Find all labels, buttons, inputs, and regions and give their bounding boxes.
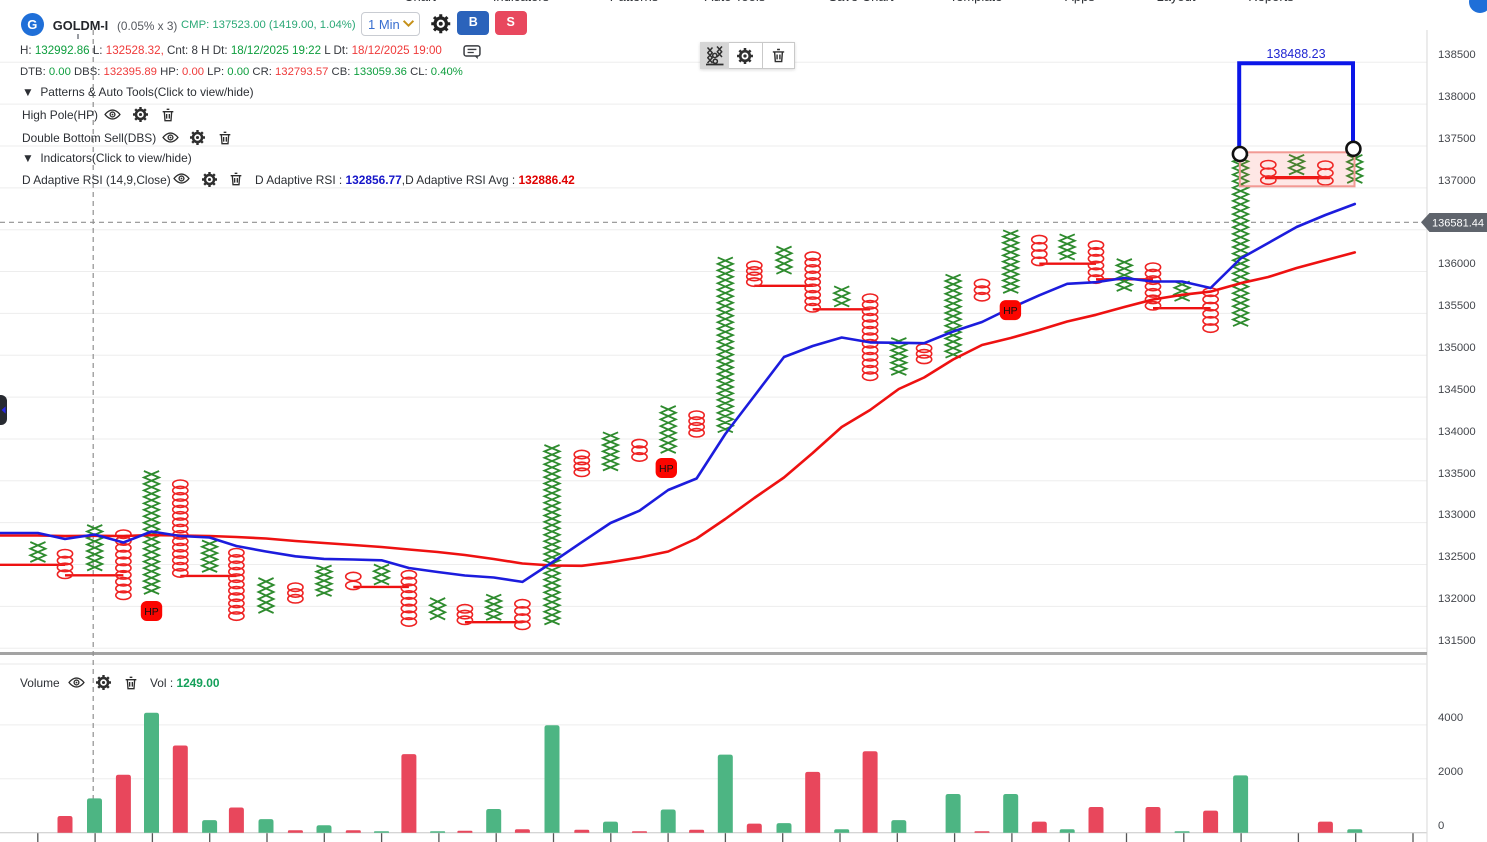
svg-text:138488.23: 138488.23	[1266, 47, 1325, 61]
svg-text:HP: HP	[1003, 305, 1018, 317]
svg-text:136581.44: 136581.44	[1432, 218, 1484, 230]
svg-text:HP: HP	[144, 606, 159, 618]
svg-text:HP: HP	[659, 463, 674, 475]
